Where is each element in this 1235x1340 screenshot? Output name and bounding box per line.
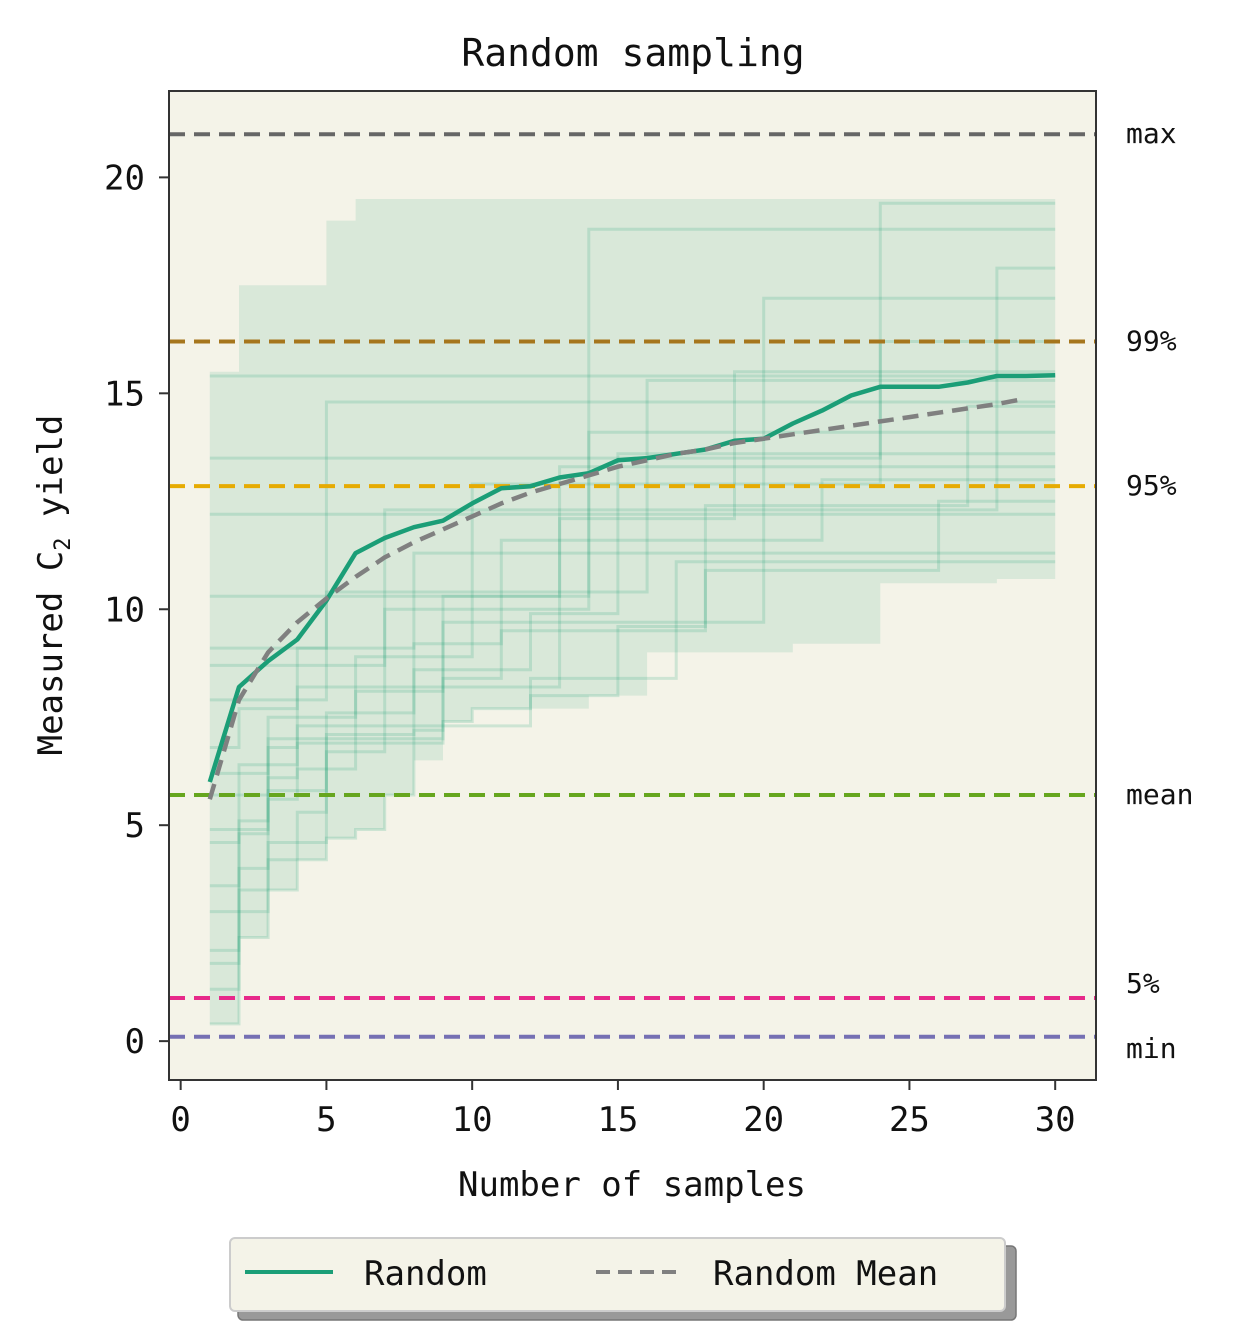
y-tick-label-5: 5 [125,806,145,846]
y-axis-label: Measured C2 yield [31,415,76,756]
ref-label-min: min [1126,1032,1177,1065]
series-line-random [207,372,1056,783]
sample-trace-2 [209,370,1056,952]
sample-trace-8 [209,266,1056,667]
ref-label-95pct: 95% [1126,469,1177,502]
x-axis-label: Number of samples [458,1165,806,1205]
sample-trace-14 [209,404,1056,888]
y-tick-label-15: 15 [104,374,145,414]
x-tick-label-20: 20 [743,1100,784,1140]
sample-trace-1 [209,452,1056,991]
reference-labels: max 99% 95% mean 5% min [1126,117,1193,1065]
y-tick-label-10: 10 [104,590,145,630]
y-axis-label-tail: yield [31,415,71,538]
legend-label-random: Random [364,1254,487,1294]
sample-trace-3 [209,478,1056,914]
sample-trace-6 [209,551,1056,749]
sample-traces [209,201,1056,1026]
series-line-random-mean [207,396,1027,800]
sample-band [209,199,1056,1024]
legend-box [229,1237,1006,1312]
ref-label-5pct: 5% [1126,967,1160,1000]
sample-band-area [209,199,1056,1024]
sample-trace-17 [209,465,1056,831]
series-lines [207,372,1056,800]
ref-label-99pct: 99% [1126,324,1177,357]
x-tick-label-25: 25 [889,1100,930,1140]
sample-trace-16 [209,296,1056,775]
y-tick-label-0: 0 [125,1022,145,1062]
y-axis-ticks: 0 5 10 15 20 [104,158,169,1062]
sample-trace-9 [209,400,1056,650]
chart-title: Random sampling [461,31,804,75]
x-axis-ticks: 0 5 10 15 20 25 30 [170,1080,1076,1140]
sample-trace-4 [209,430,1056,844]
plot-area [169,91,1096,1080]
x-tick-label-10: 10 [452,1100,493,1140]
x-tick-label-30: 30 [1035,1100,1076,1140]
sample-trace-10 [209,227,1056,598]
legend: Random Random Mean [229,1237,1017,1321]
y-axis-label-subscript: 2 [51,537,76,550]
x-tick-label-5: 5 [316,1100,336,1140]
y-tick-label-20: 20 [104,158,145,198]
x-tick-label-0: 0 [170,1100,190,1140]
x-tick-label-15: 15 [597,1100,638,1140]
y-axis-label-main: Measured C [31,551,71,756]
ref-label-mean: mean [1126,778,1193,811]
legend-label-random-mean: Random Mean [713,1254,938,1294]
reference-lines [169,132,1096,1039]
ref-label-max: max [1126,117,1177,150]
plot-frame [168,90,1097,1081]
sample-trace-15 [209,560,1056,965]
sample-trace-0 [209,499,1056,1026]
